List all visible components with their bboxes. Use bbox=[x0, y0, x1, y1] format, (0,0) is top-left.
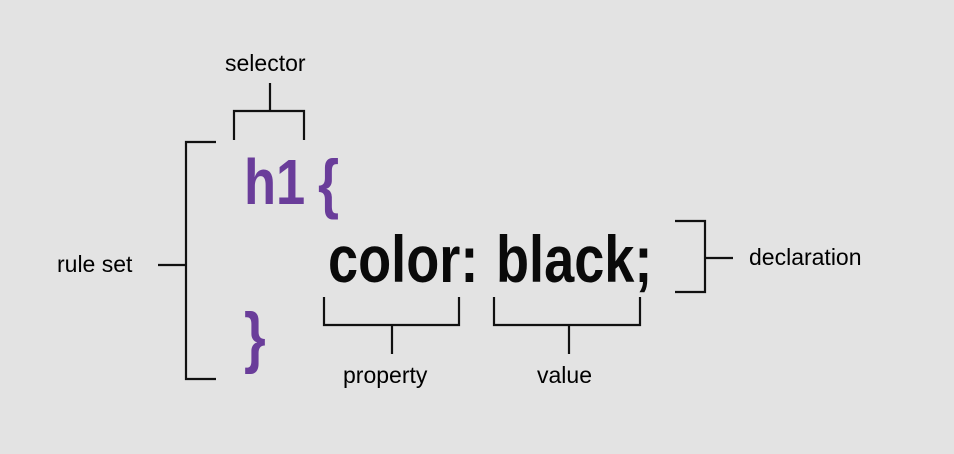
rule-set-bracket bbox=[158, 140, 216, 381]
declaration-label: declaration bbox=[749, 244, 862, 270]
property-code: color: bbox=[328, 222, 479, 296]
value-code: black; bbox=[496, 222, 653, 296]
selector-label: selector bbox=[225, 50, 306, 76]
rule-set-label: rule set bbox=[57, 251, 133, 277]
selector-code: h1 bbox=[244, 146, 306, 218]
value-label: value bbox=[537, 362, 592, 388]
open-brace: { bbox=[318, 146, 340, 220]
close-brace: } bbox=[244, 299, 266, 375]
property-label: property bbox=[343, 362, 428, 388]
value-bracket bbox=[492, 297, 642, 354]
selector-bracket bbox=[232, 83, 306, 140]
property-bracket bbox=[322, 297, 461, 354]
declaration-bracket bbox=[675, 219, 733, 294]
